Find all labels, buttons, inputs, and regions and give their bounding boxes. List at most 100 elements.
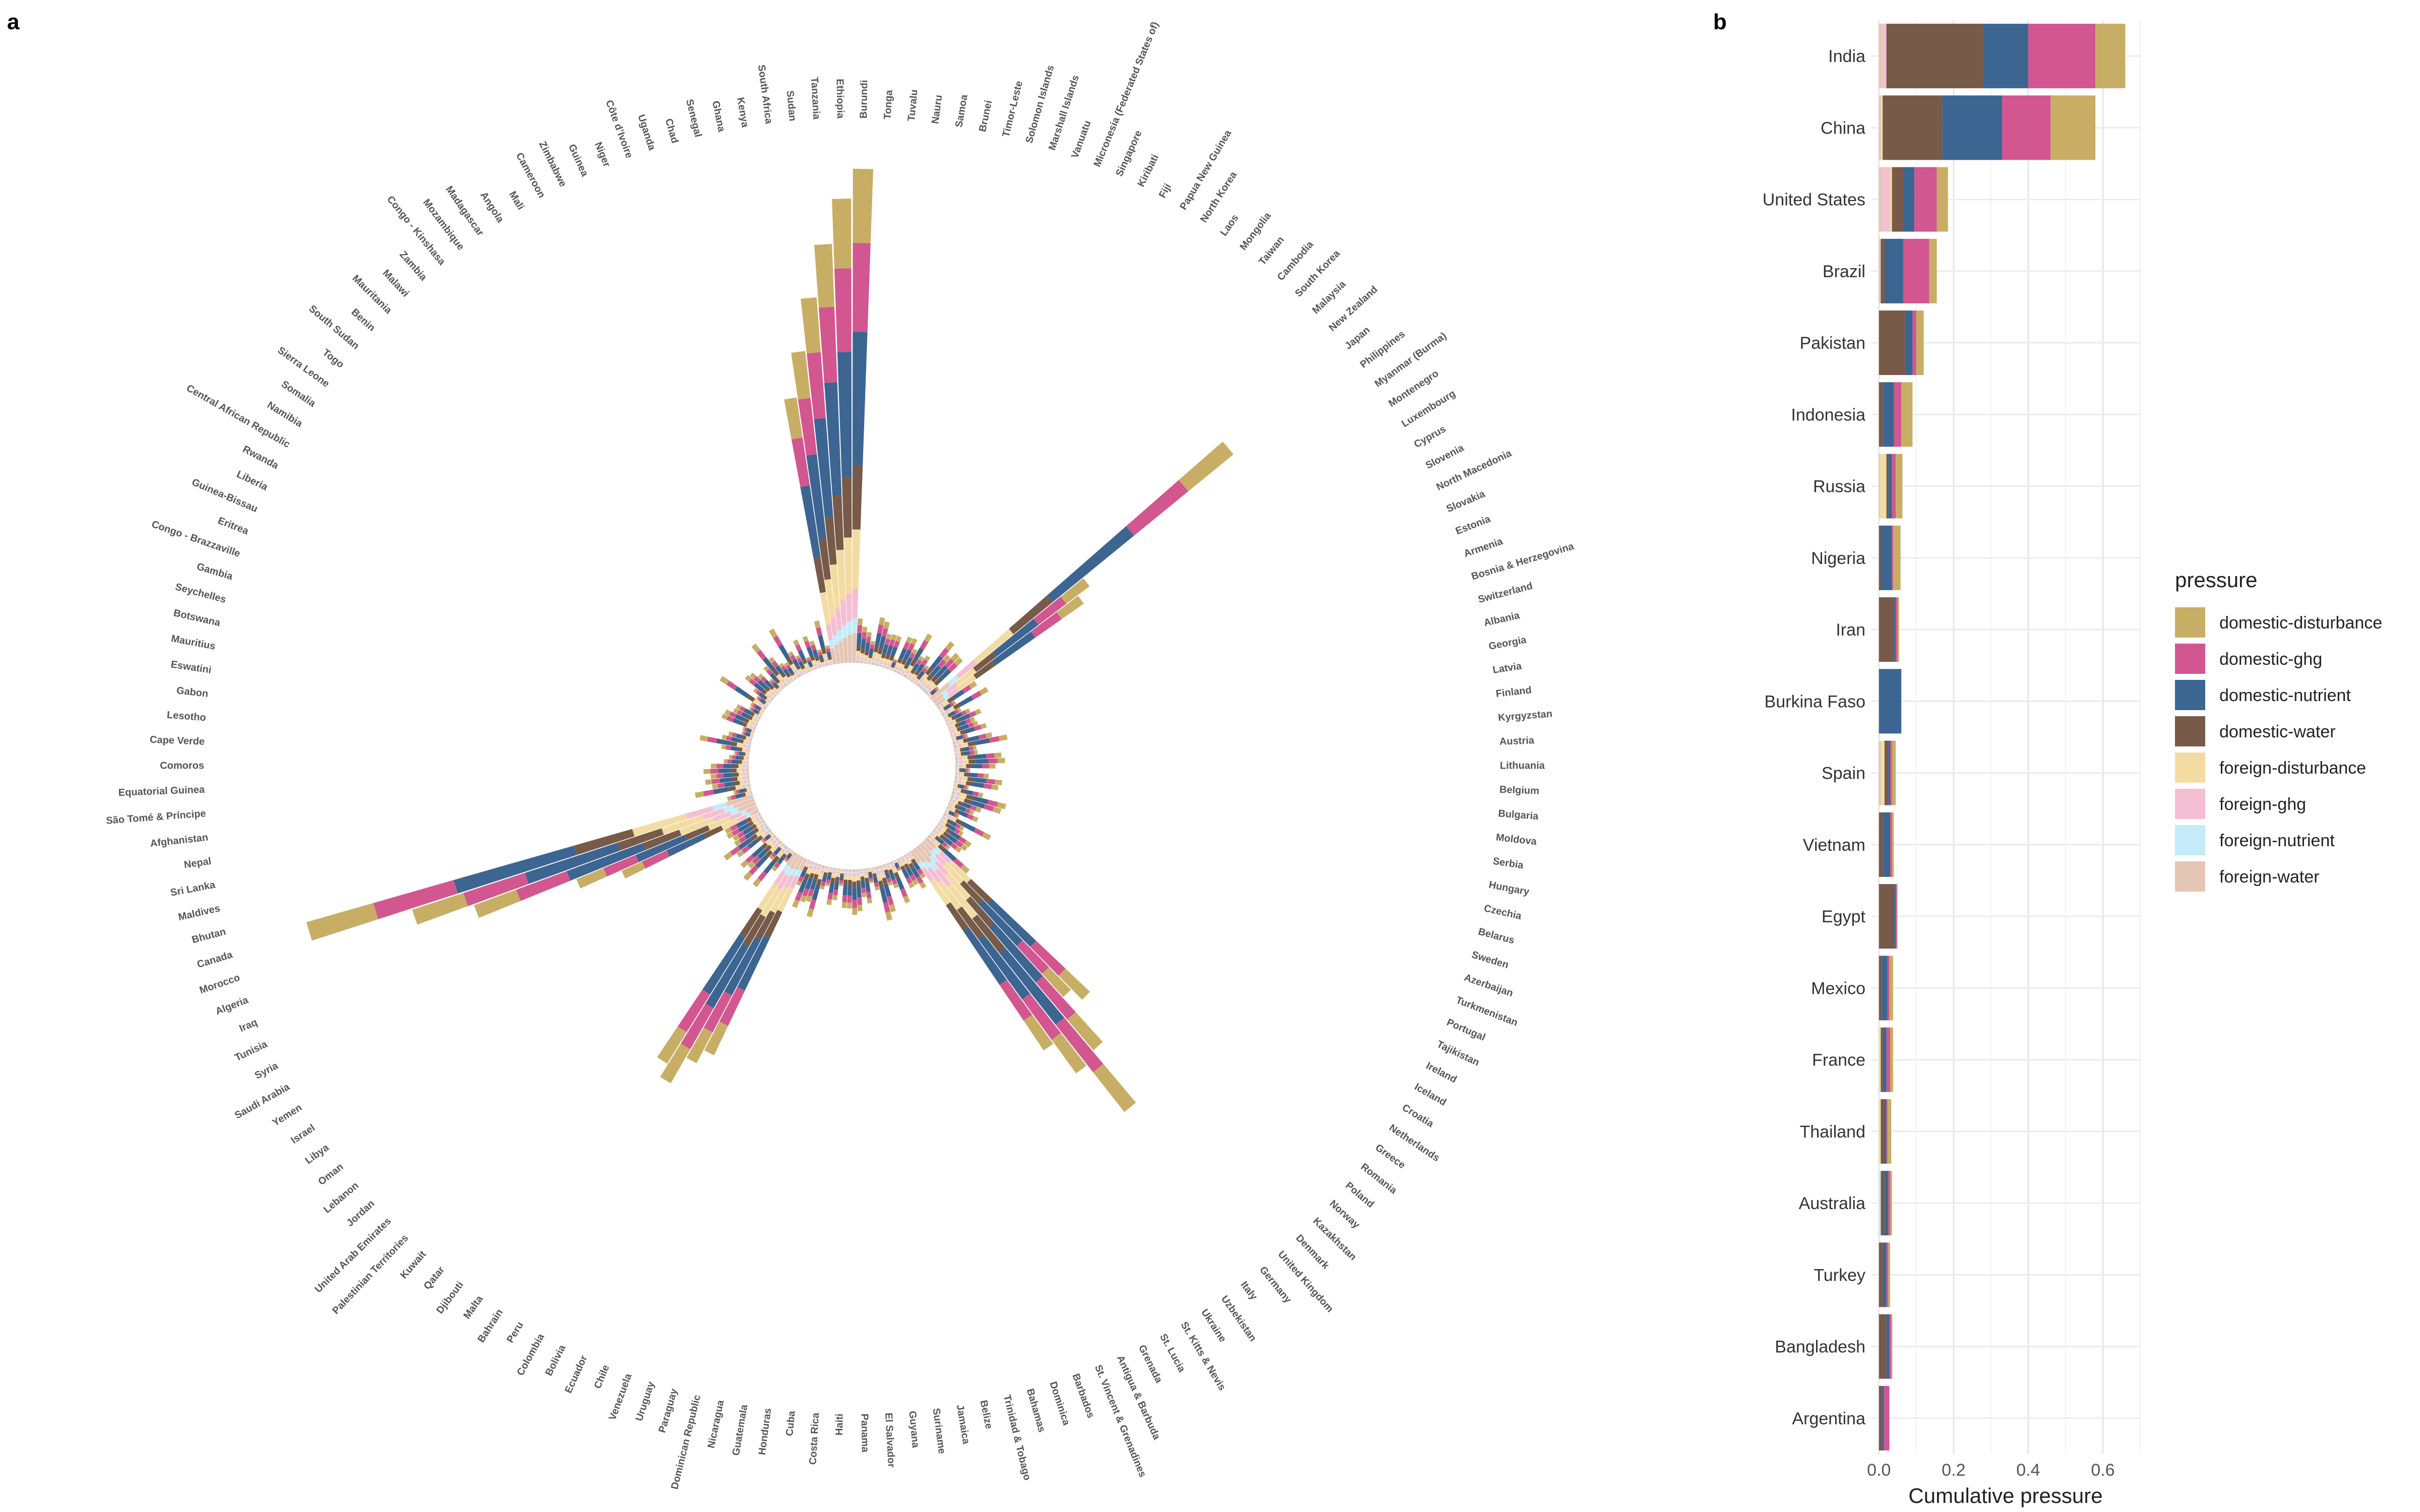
radial-bar-segment-foreign-ghg xyxy=(826,623,833,641)
radial-bar-segment-foreign-water xyxy=(763,822,767,827)
radial-bar-segment-foreign-water xyxy=(941,712,946,717)
radial-country-label: Georgia xyxy=(1488,634,1528,652)
radial-bar-segment-foreign-ghg xyxy=(872,657,876,661)
radial-bar-segment-foreign-disturbance xyxy=(948,717,953,722)
radial-country-label: Portugal xyxy=(1445,1017,1487,1043)
radial-bar-segment-domestic-nutrient xyxy=(786,854,792,859)
radial-bar-segment-domestic-ghg xyxy=(802,888,809,897)
radial-bar-segment-domestic-ghg xyxy=(965,718,972,724)
radial-bar-segment-foreign-nutrient xyxy=(745,784,748,788)
bar-segment-domestic-nutrient xyxy=(1879,669,1902,734)
radial-bar-segment-foreign-disturbance xyxy=(836,549,846,601)
radial-bar-segment-domestic-nutrient xyxy=(821,875,827,883)
radial-country-label: Kiribati xyxy=(1135,153,1161,188)
radial-bar-segment-domestic-ghg xyxy=(463,872,529,906)
radial-bar-segment-domestic-ghg xyxy=(889,639,895,647)
radial-bar-segment-domestic-nutrient xyxy=(764,835,770,841)
radial-bar-segment-domestic-nutrient xyxy=(962,746,970,751)
radial-bar-segment-domestic-nutrient xyxy=(894,863,900,868)
radial-bar-segment-foreign-nutrient xyxy=(949,726,952,730)
bar-segment-domestic-nutrient xyxy=(1884,238,1903,303)
radial-bar-segment-domestic-disturbance xyxy=(657,1026,687,1064)
bar-segment-domestic-water xyxy=(1881,238,1885,303)
radial-bar-segment-domestic-ghg xyxy=(811,644,817,651)
radial-bar-segment-foreign-nutrient xyxy=(814,665,818,668)
radial-bar-segment-foreign-ghg xyxy=(958,780,961,784)
radial-bar-segment-foreign-disturbance xyxy=(748,720,753,725)
bar-segment-domestic-disturbance xyxy=(1896,454,1903,519)
radial-bar-segment-domestic-ghg xyxy=(905,876,913,884)
radial-bar-segment-domestic-nutrient xyxy=(744,708,752,715)
horizontal-bar-chart xyxy=(1879,24,2126,1451)
radial-bar-segment-domestic-ghg xyxy=(771,852,777,858)
radial-bar-segment-foreign-disturbance xyxy=(899,663,905,669)
radial-bar-segment-domestic-disturbance xyxy=(885,911,893,921)
radial-bar-segment-domestic-disturbance xyxy=(817,649,822,653)
radial-bar-segment-domestic-water xyxy=(815,656,820,661)
radial-bar-segment-foreign-disturbance xyxy=(789,851,794,855)
radial-bar-segment-domestic-water xyxy=(957,784,960,788)
radial-bar-segment-foreign-nutrient xyxy=(837,630,843,642)
radial-bar-segment-foreign-water xyxy=(932,694,944,704)
radial-bar-segment-foreign-nutrient xyxy=(817,866,821,868)
radial-bar-segment-domestic-water xyxy=(730,741,738,747)
radial-bar-segment-foreign-water xyxy=(772,834,777,839)
radial-bar-segment-foreign-nutrient xyxy=(824,661,829,664)
radial-bar-segment-foreign-nutrient xyxy=(809,863,814,867)
radial-bar-segment-domestic-ghg xyxy=(753,676,761,683)
bar-segment-domestic-disturbance xyxy=(1901,382,1913,447)
radial-bar-segment-foreign-nutrient xyxy=(940,820,943,824)
radial-bar-segment-foreign-ghg xyxy=(785,678,790,683)
radial-country-label: Slovenia xyxy=(1424,442,1466,471)
radial-country-label: Kenya xyxy=(735,97,751,129)
radial-bar-segment-domestic-ghg xyxy=(732,755,736,760)
radial-bar-segment-foreign-nutrient xyxy=(930,849,938,856)
radial-bar-segment-foreign-disturbance xyxy=(864,873,869,878)
radial-country-label: Bahrain xyxy=(475,1307,505,1345)
radial-bar-segment-domestic-disturbance xyxy=(1067,1012,1103,1050)
radial-bar-segment-domestic-disturbance xyxy=(712,784,718,789)
radial-bar-segment-foreign-ghg xyxy=(770,691,775,696)
radial-bar-segment-domestic-water xyxy=(925,667,933,676)
radial-bar-segment-foreign-water xyxy=(783,845,789,850)
radial-bar-segment-foreign-nutrient xyxy=(782,864,790,873)
radial-bar-segment-domestic-water xyxy=(742,735,747,740)
radial-country-label: Fiji xyxy=(1157,182,1174,200)
radial-country-label: Finland xyxy=(1495,684,1532,700)
radial-bar-segment-domestic-disturbance xyxy=(918,656,925,662)
bar-segment-domestic-ghg xyxy=(1890,812,1892,877)
radial-bar-segment-foreign-nutrient xyxy=(740,809,747,816)
radial-bar-segment-foreign-disturbance xyxy=(930,878,951,906)
radial-bar-segment-domestic-water xyxy=(931,675,939,683)
radial-bar-segment-domestic-ghg xyxy=(795,891,803,902)
radial-bar-segment-foreign-ghg xyxy=(897,860,902,864)
radial-bar-segment-domestic-nutrient xyxy=(754,705,760,710)
radial-bar-segment-foreign-disturbance xyxy=(757,825,763,831)
radial-bar-segment-foreign-ghg xyxy=(871,869,876,871)
radial-bar-segment-domestic-ghg xyxy=(1030,940,1066,976)
radial-bar-segment-foreign-ghg xyxy=(956,748,958,752)
radial-bar-segment-domestic-ghg xyxy=(780,665,786,671)
radial-bar-segment-domestic-disturbance xyxy=(970,716,976,723)
country-label: Thailand xyxy=(1800,1122,1865,1142)
bar-segment-foreign-ghg xyxy=(1883,24,1887,89)
radial-bar-segment-domestic-nutrient xyxy=(773,848,780,855)
radial-bar-segment-foreign-disturbance xyxy=(811,659,817,665)
radial-bar-segment-domestic-disturbance xyxy=(768,628,778,639)
radial-bar-segment-domestic-water xyxy=(809,664,813,668)
radial-bar-segment-foreign-water xyxy=(800,673,804,676)
radial-bar-segment-foreign-ghg xyxy=(952,799,955,803)
radial-bar-segment-domestic-nutrient xyxy=(973,777,987,784)
radial-bar-segment-domestic-ghg xyxy=(770,680,775,685)
radial-country-label: Kyrgyzstan xyxy=(1498,708,1553,723)
radial-bar-segment-foreign-ghg xyxy=(828,868,833,871)
radial-bar-segment-domestic-water xyxy=(642,830,682,850)
radial-country-label: Timor-Leste xyxy=(1000,80,1025,138)
radial-bar-segment-domestic-nutrient xyxy=(937,837,945,845)
radial-bar-segment-foreign-nutrient xyxy=(923,860,931,870)
radial-bar-segment-domestic-nutrient xyxy=(713,787,729,795)
radial-bar-segment-domestic-ghg xyxy=(825,648,831,653)
radial-bar-segment-foreign-ghg xyxy=(887,663,891,667)
radial-bar-segment-domestic-water xyxy=(916,675,922,680)
radial-bar-segment-domestic-nutrient xyxy=(857,633,862,646)
